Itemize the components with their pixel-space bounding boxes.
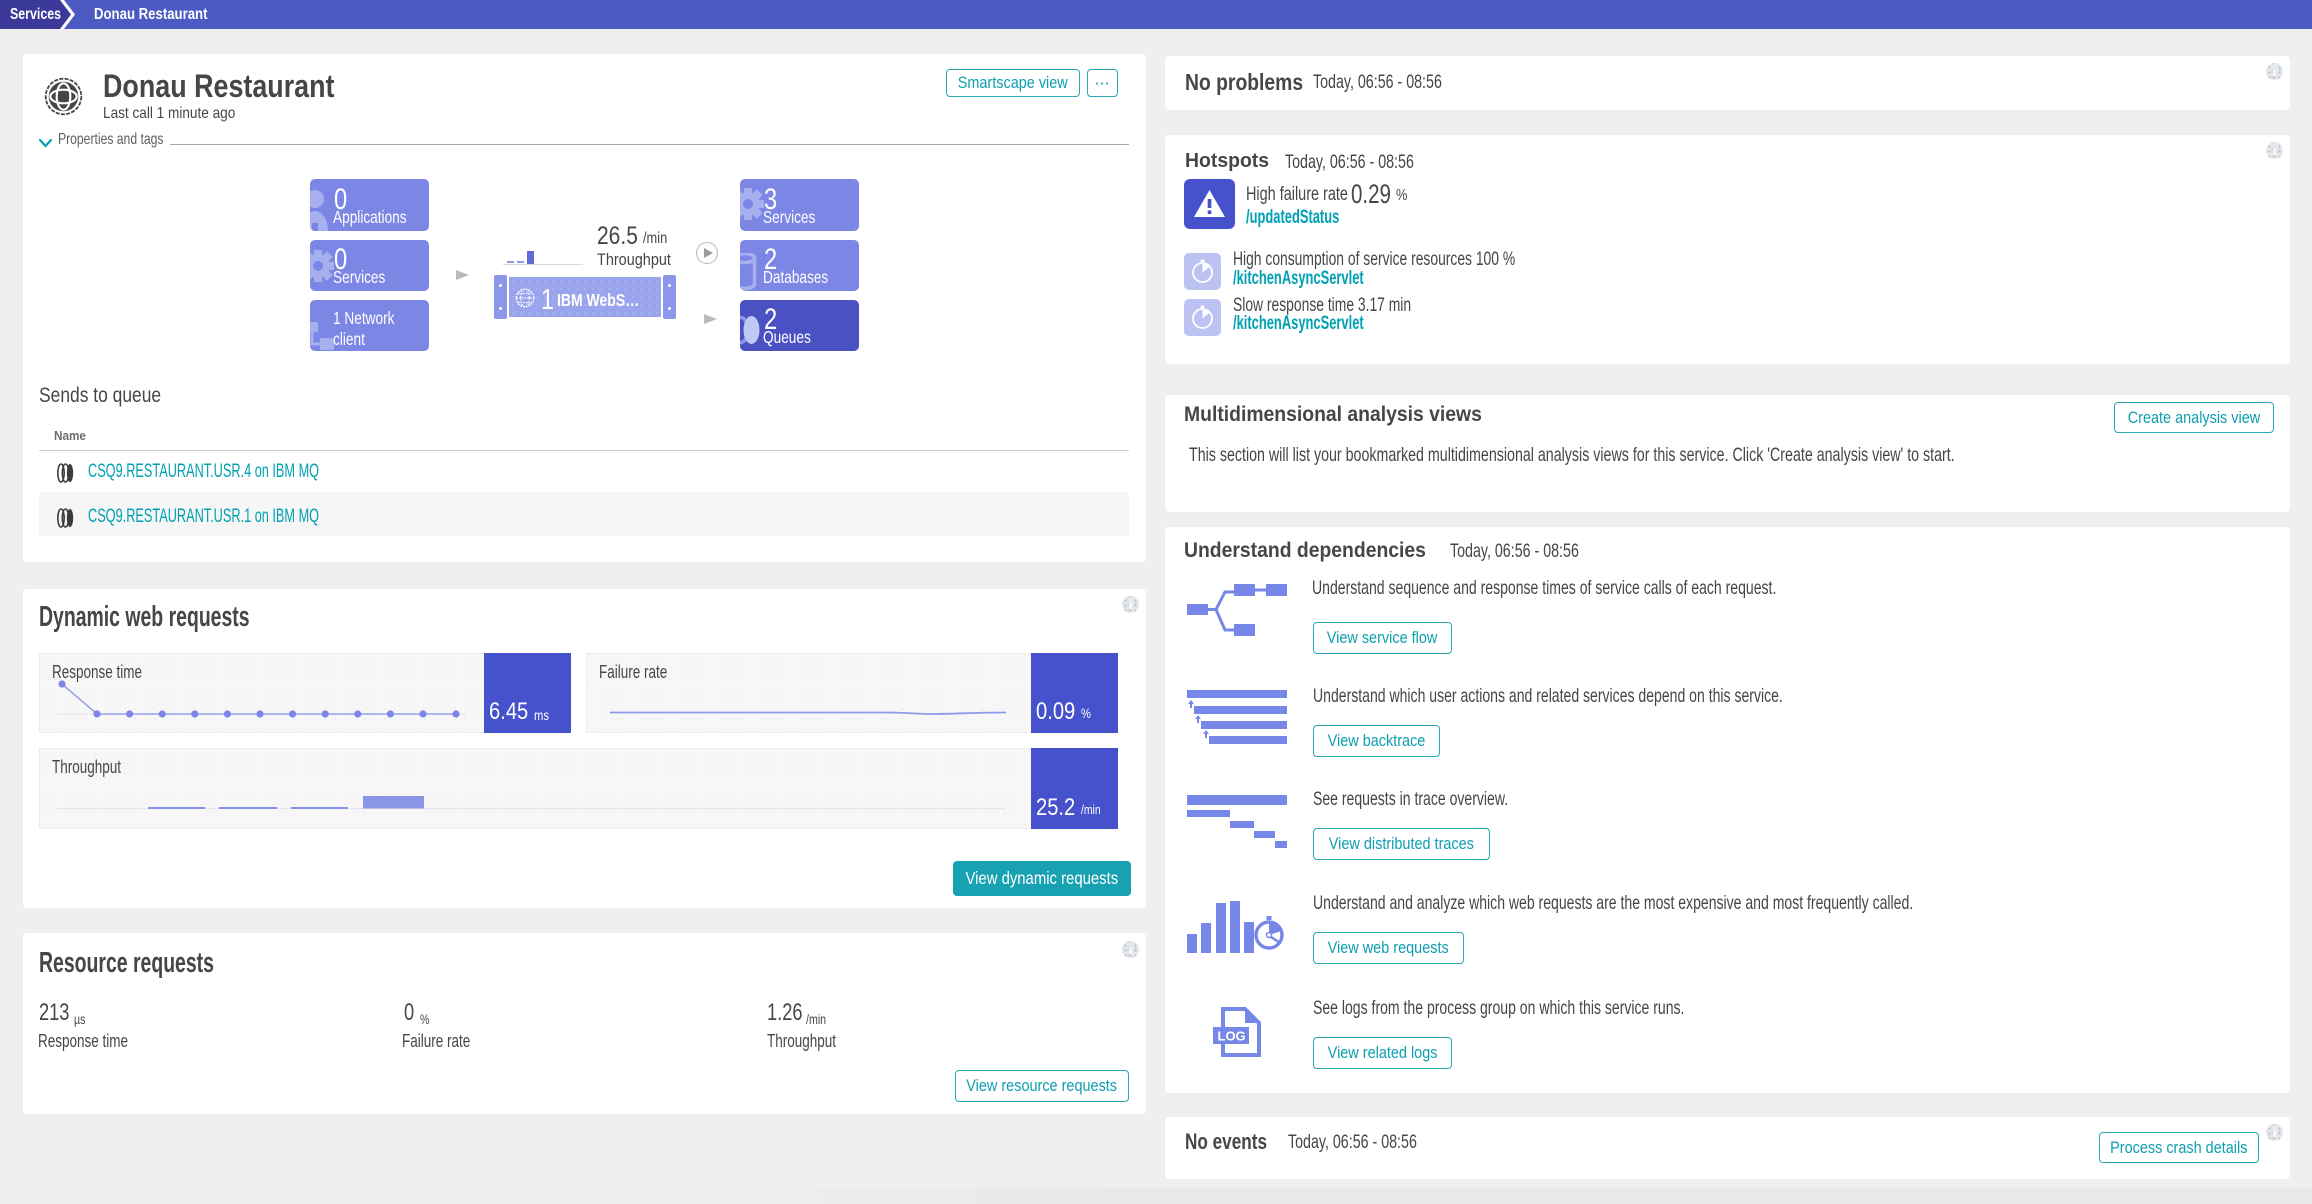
svg-text:LOG: LOG (1218, 1029, 1246, 1044)
